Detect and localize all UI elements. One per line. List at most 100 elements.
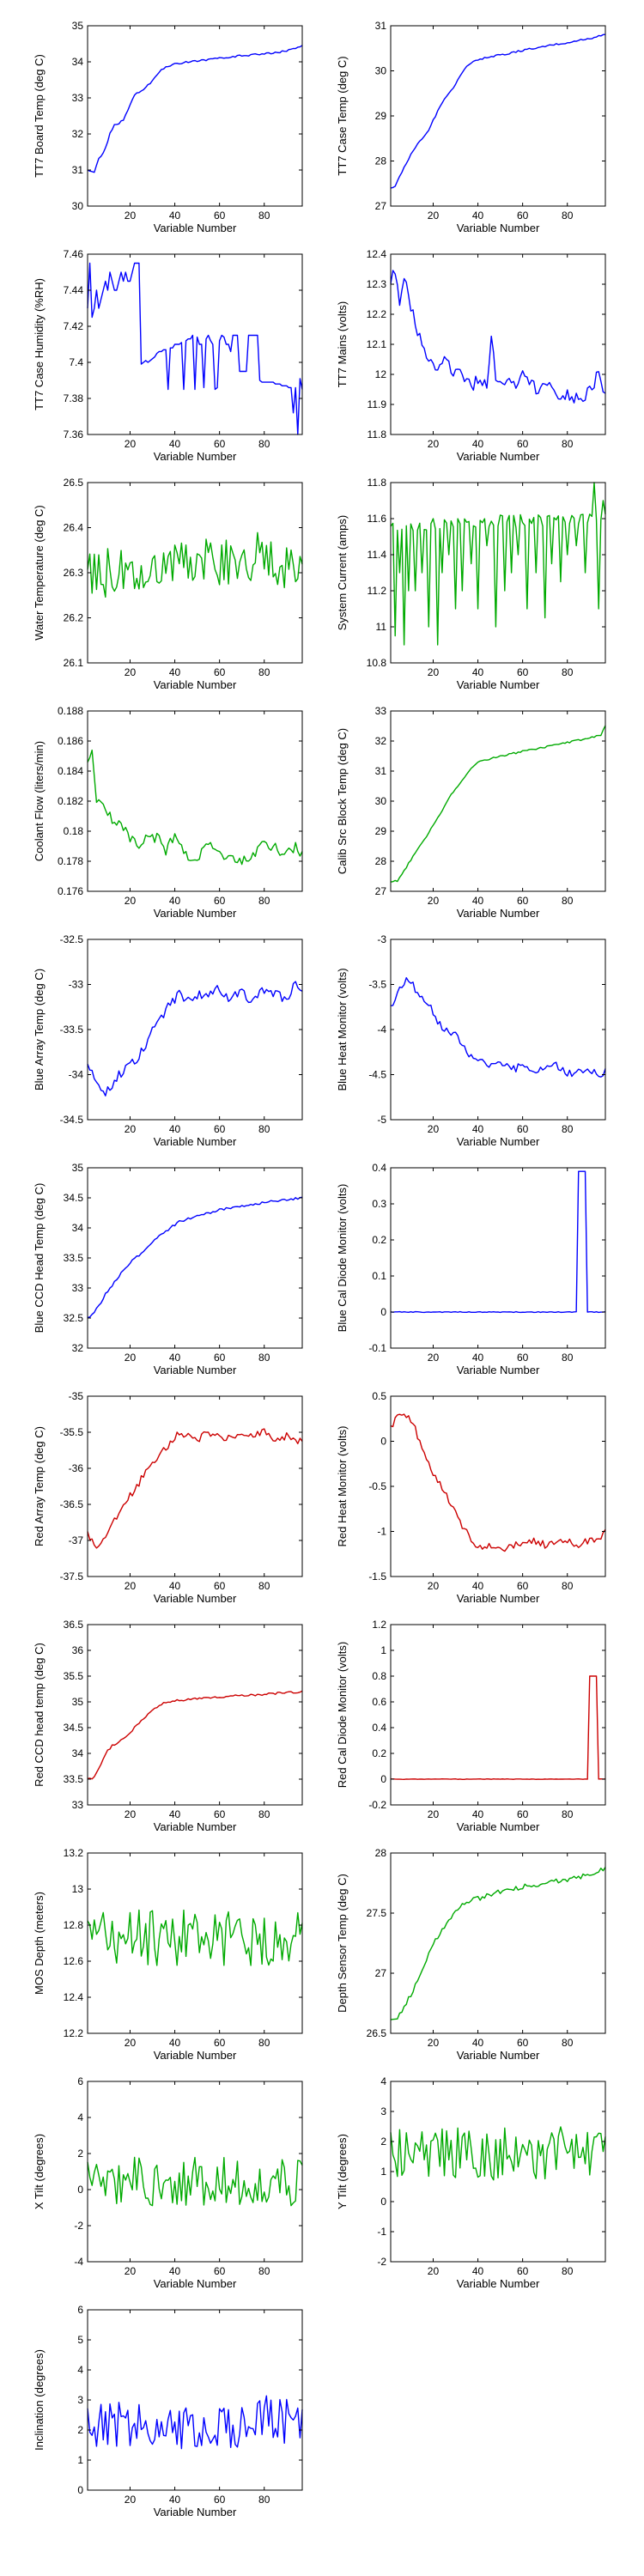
y-tick-label: 35 [72, 1162, 84, 1174]
y-tick-label: 12.2 [64, 2027, 84, 2039]
x-axis-label: Variable Number [154, 222, 237, 234]
x-tick-label: 60 [214, 210, 226, 222]
y-tick-label: 0.2 [372, 1234, 386, 1246]
y-tick-label: 1 [77, 2454, 83, 2466]
y-axis-label: TT7 Case Temp (deg C) [336, 56, 349, 175]
y-axis-label: Blue Cal Diode Monitor (volts) [336, 1184, 349, 1333]
y-tick-label: 6 [77, 2075, 83, 2087]
x-axis-label: Variable Number [154, 2049, 237, 2062]
y-tick-label: 12.3 [367, 278, 387, 290]
y-tick-label: 4 [77, 2364, 83, 2376]
y-tick-label: 32 [72, 1342, 84, 1354]
subplot-11: 20 40 60 80 32 32.5 33 33.5 34 34.5 35 Variable Num… [33, 1162, 303, 1376]
x-tick-label: 20 [125, 1808, 137, 1820]
subplot-17: 20 40 60 80 12.2 12.4 12.6 12.8 13 13.2 Variable N… [33, 1847, 303, 2062]
y-axis-label: TT7 Case Humidity (%RH) [33, 278, 46, 410]
y-axis-label: Blue CCD Head Temp (deg C) [33, 1183, 46, 1334]
x-tick-label: 20 [428, 2037, 440, 2049]
x-axis-label: Variable Number [457, 2277, 540, 2290]
y-tick-label: -36.5 [60, 1498, 84, 1510]
x-tick-label: 40 [169, 1123, 181, 1135]
x-axis-label: Variable Number [154, 907, 237, 920]
plot-frame [87, 1395, 303, 1577]
data-series-line [390, 33, 606, 189]
x-tick-label: 60 [517, 1808, 529, 1820]
y-tick-label: 7.44 [64, 284, 84, 296]
x-tick-label: 20 [428, 1123, 440, 1135]
subplot-10: 20 40 60 80 -5 -4.5 -4 -3.5 -3 Variable Number Blu… [336, 933, 606, 1148]
y-tick-label: 32 [72, 128, 84, 140]
data-series-line [87, 981, 303, 1097]
x-tick-label: 60 [214, 1123, 226, 1135]
y-tick-label: 32 [375, 735, 387, 747]
y-tick-label: 29 [375, 825, 387, 837]
x-tick-label: 40 [472, 1580, 484, 1592]
y-tick-label: 0.5 [372, 1390, 386, 1402]
y-tick-label: -32.5 [60, 933, 84, 945]
y-tick-label: -35 [69, 1390, 84, 1402]
x-tick-label: 60 [214, 1352, 226, 1364]
y-tick-label: 12.6 [64, 1955, 84, 1967]
y-tick-label: 34 [72, 1747, 84, 1759]
x-tick-label: 20 [125, 1352, 137, 1364]
y-tick-label: 1 [380, 1644, 386, 1656]
y-tick-label: 0.186 [58, 735, 83, 747]
x-tick-label: 20 [428, 1352, 440, 1364]
plot-frame [390, 1167, 606, 1349]
subplot-6: 20 40 60 80 10.8 11 11.2 11.4 11.6 11.8 Variable N… [336, 477, 606, 691]
y-tick-label: 28 [375, 855, 387, 867]
x-tick-label: 40 [472, 2037, 484, 2049]
y-tick-label: 5 [77, 2334, 83, 2346]
y-tick-label: 11.8 [368, 428, 387, 440]
x-tick-label: 60 [517, 1580, 529, 1592]
x-tick-label: 40 [169, 666, 181, 678]
y-tick-label: 26.5 [367, 2027, 387, 2039]
y-tick-label: 1 [380, 2166, 386, 2178]
y-tick-label: 28 [375, 155, 387, 167]
x-tick-label: 80 [258, 2265, 270, 2277]
y-tick-label: -0.1 [368, 1342, 386, 1354]
x-axis-label: Variable Number [457, 1364, 540, 1376]
y-axis-label: Depth Sensor Temp (deg C) [336, 1874, 349, 2013]
plot-frame [87, 1852, 303, 2034]
x-tick-label: 80 [258, 2037, 270, 2049]
y-tick-label: 36 [72, 1644, 84, 1656]
x-tick-label: 80 [562, 2265, 574, 2277]
plot-frame [87, 25, 303, 207]
x-tick-label: 20 [428, 666, 440, 678]
subplot-19: 20 40 60 80 -4 -2 0 2 4 6 Variable Number X Tilt (d… [33, 2075, 303, 2290]
x-tick-label: 80 [258, 210, 270, 222]
y-tick-label: 12.4 [367, 248, 387, 260]
x-tick-label: 80 [562, 2037, 574, 2049]
plot-frame [390, 710, 606, 892]
y-tick-label: 0.8 [372, 1670, 386, 1682]
y-tick-label: 34 [72, 1222, 84, 1234]
y-tick-label: 32.5 [64, 1312, 84, 1324]
y-tick-label: 31 [375, 20, 387, 32]
data-series-line [390, 725, 606, 883]
y-tick-label: 7.46 [64, 248, 84, 260]
x-tick-label: 20 [428, 210, 440, 222]
y-tick-label: 26.1 [64, 657, 84, 669]
x-tick-label: 20 [125, 1580, 137, 1592]
subplot-9: 20 40 60 80 -34.5 -34 -33.5 -33 -32.5 Variable Nu… [33, 933, 303, 1148]
plot-frame [390, 253, 606, 435]
y-tick-label: 2 [77, 2148, 83, 2160]
x-axis-label: Variable Number [457, 678, 540, 691]
plot-frame [390, 1395, 606, 1577]
x-tick-label: 40 [169, 895, 181, 907]
plot-frame [390, 25, 606, 207]
y-tick-label: 30 [375, 65, 387, 77]
x-axis-label: Variable Number [154, 2506, 237, 2518]
subplot-5: 20 40 60 80 26.1 26.2 26.3 26.4 26.5 Variable Num… [33, 477, 303, 691]
y-tick-label: 33 [72, 1799, 84, 1811]
x-tick-label: 20 [125, 2494, 137, 2506]
y-tick-label: -36 [69, 1462, 84, 1474]
y-tick-label: -3.5 [368, 979, 386, 991]
y-tick-label: -4 [74, 2256, 83, 2268]
y-tick-label: 0.3 [372, 1198, 386, 1210]
y-tick-label: 0 [77, 2184, 83, 2196]
y-tick-label: 11 [376, 621, 387, 633]
y-tick-label: -37.5 [60, 1571, 84, 1583]
y-tick-label: 7.4 [69, 356, 83, 368]
